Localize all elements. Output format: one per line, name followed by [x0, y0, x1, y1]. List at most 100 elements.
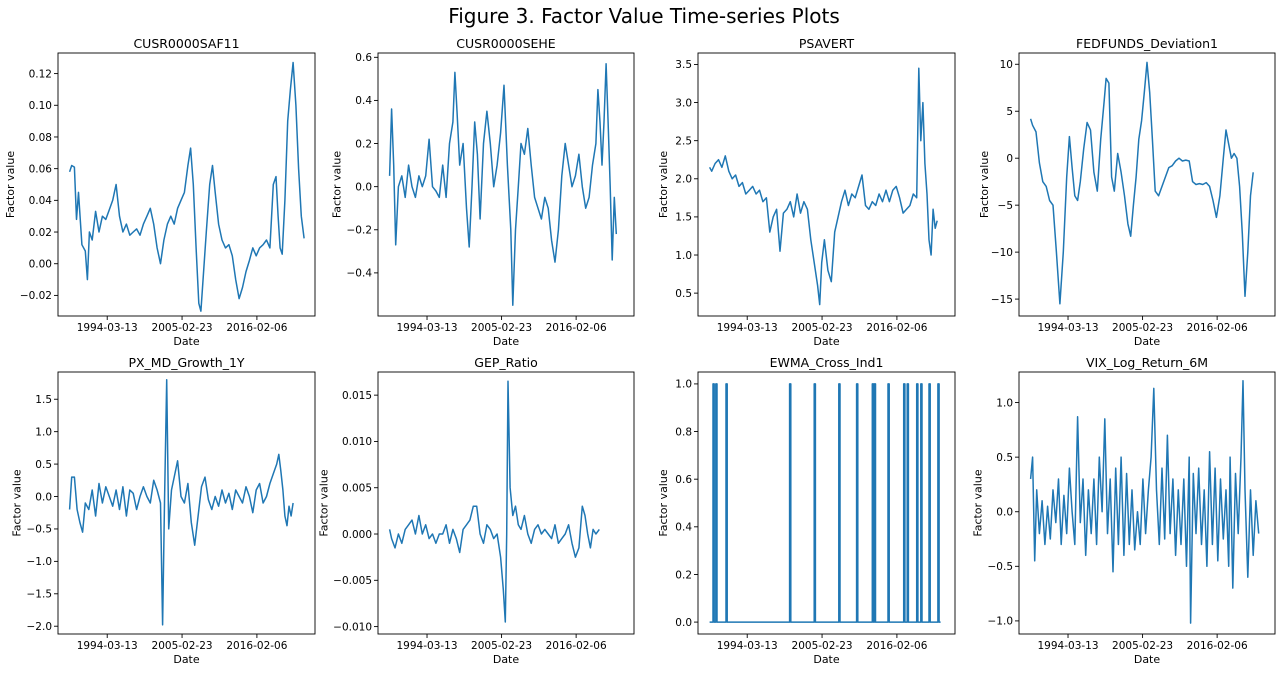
- subplot-5-x-tick-label: 2016-02-06: [226, 640, 287, 652]
- subplot-8-x-tick-label: 2005-02-23: [1112, 640, 1173, 652]
- subplot-3-x-tick-label: 2016-02-06: [866, 322, 927, 334]
- subplot-8-series-line: [1029, 379, 1260, 624]
- subplot-6-y-tick-label: 0.015: [342, 390, 372, 402]
- subplot-2-title: CUSR0000SEHE: [456, 36, 556, 51]
- subplot-6-y-tick-label: 0.000: [342, 529, 372, 541]
- subplot-4-y-tick-label: 5: [1006, 106, 1013, 118]
- subplot-6-y-label: Factor value: [318, 469, 331, 536]
- subplot-4-x-tick-label: 1994-03-13: [1038, 322, 1099, 334]
- subplot-5-y-tick-label: −0.5: [27, 524, 53, 536]
- subplot-2-x-tick-label: 2005-02-23: [471, 322, 532, 334]
- subplot-1-title: CUSR0000SAF11: [133, 36, 239, 51]
- subplot-4-y-tick-label: −10: [991, 247, 1013, 259]
- subplot-5-x-tick-label: 1994-03-13: [77, 640, 138, 652]
- subplot-7-y-tick-label: 1.0: [675, 379, 692, 391]
- subplot-5-axes-frame: [57, 371, 316, 635]
- subplot-4-y-tick-label: −15: [991, 294, 1013, 306]
- subplot-2-y-tick-label: −0.2: [347, 225, 373, 237]
- subplot-6-title: GEP_Ratio: [474, 355, 537, 370]
- subplot-3-x-label: Date: [813, 335, 840, 348]
- subplot-5-y-tick-label: 0.0: [35, 491, 52, 503]
- subplot-5-x-tick-label: 2005-02-23: [152, 640, 213, 652]
- subplot-3-y-tick-label: 3.0: [675, 97, 692, 109]
- subplot-4-x-label: Date: [1134, 335, 1161, 348]
- subplot-5-y-label: Factor value: [10, 469, 23, 536]
- subplot-2-series-line: [388, 63, 618, 306]
- subplot-7-axes-frame: [697, 371, 956, 635]
- subplot-8-y-tick-label: −0.5: [988, 561, 1014, 573]
- subplot-6-y-tick-label: −0.005: [333, 575, 372, 587]
- subplot-2-y-tick-label: 0.6: [355, 52, 372, 64]
- subplot-4-series-line: [1029, 61, 1254, 305]
- subplot-8-x-label: Date: [1134, 653, 1161, 666]
- subplot-6-x-tick-label: 2016-02-06: [546, 640, 607, 652]
- subplot-4: −15 −10 −5 0 5 10 1994-03-13 2005-02-23 2016-02-…: [978, 36, 1276, 348]
- subplot-3-y-tick-label: 1.0: [675, 250, 692, 262]
- subplot-8-y-tick-label: −1.0: [988, 616, 1014, 628]
- subplot-2-y-tick-label: −0.4: [347, 268, 373, 280]
- subplot-1: −0.02 0.00 0.02 0.04 0.06 0.08 0.10 0.12 1994-03…: [4, 36, 316, 348]
- subplot-1-axes-frame: [57, 52, 316, 317]
- subplot-4-x-tick-label: 2005-02-23: [1112, 322, 1173, 334]
- subplot-1-y-tick-label: 0.12: [29, 68, 52, 80]
- subplot-8-y-tick-label: 0.5: [996, 452, 1013, 464]
- subplot-7: 0.0 0.2 0.4 0.6 0.8 1.0 1994-03-13 2005-02-23 20…: [657, 355, 956, 666]
- subplot-2-axes-frame: [377, 52, 635, 317]
- subplot-8-x-tick-label: 2016-02-06: [1187, 640, 1248, 652]
- subplot-2-x-tick-label: 1994-03-13: [397, 322, 458, 334]
- subplot-4-axes-frame: [1018, 52, 1276, 317]
- subplot-2: −0.4 −0.2 0.0 0.2 0.4 0.6 1994-03-13 2005-02-23…: [330, 36, 635, 348]
- subplot-3-axes-frame: [697, 52, 956, 317]
- subplot-8-y-tick-label: 1.0: [996, 397, 1013, 409]
- subplot-6-y-tick-label: 0.010: [342, 436, 372, 448]
- subplot-3-y-tick-label: 0.5: [675, 288, 692, 300]
- subplot-7-y-label: Factor value: [657, 469, 670, 536]
- subplot-4-x-tick-label: 2016-02-06: [1187, 322, 1248, 334]
- subplot-4-y-tick-label: 0: [1006, 153, 1013, 165]
- subplot-8-x-tick-label: 1994-03-13: [1038, 640, 1099, 652]
- subplot-7-title: EWMA_Cross_Ind1: [770, 355, 884, 370]
- subplot-7-x-tick-label: 2016-02-06: [866, 640, 927, 652]
- subplot-7-series-line: [709, 383, 941, 623]
- subplot-3-y-label: Factor value: [657, 151, 670, 218]
- subplot-8-axes-frame: [1018, 371, 1276, 635]
- subplot-4-y-tick-label: −5: [998, 200, 1013, 212]
- subplot-5-y-tick-label: −1.0: [27, 556, 53, 568]
- subplot-7-y-tick-label: 0.8: [675, 426, 692, 438]
- subplot-8: −1.0 −0.5 0.0 0.5 1.0 1994-03-13 2005-02-23 201…: [971, 355, 1276, 666]
- subplot-5-series-line: [68, 379, 294, 626]
- subplot-7-x-tick-label: 2005-02-23: [792, 640, 853, 652]
- subplot-3-y-tick-label: 2.5: [675, 135, 692, 147]
- subplot-2-y-label: Factor value: [330, 151, 343, 218]
- subplot-6-series-line: [388, 380, 600, 623]
- subplot-3: 0.5 1.0 1.5 2.0 2.5 3.0 3.5 1994-03-13 2005-02-2…: [657, 36, 956, 348]
- subplot-1-y-label: Factor value: [4, 151, 17, 218]
- subplot-5-title: PX_MD_Growth_1Y: [128, 355, 244, 370]
- subplot-3-x-tick-label: 1994-03-13: [717, 322, 778, 334]
- subplot-4-y-tick-label: 10: [1000, 59, 1013, 71]
- figure-title: Figure 3. Factor Value Time-series Plots: [448, 4, 840, 28]
- subplot-1-x-tick-label: 1994-03-13: [77, 322, 138, 334]
- subplot-1-y-tick-label: 0.04: [29, 195, 53, 207]
- subplot-2-x-tick-label: 2016-02-06: [546, 322, 607, 334]
- subplot-2-y-tick-label: 0.0: [355, 181, 372, 193]
- subplot-8-y-tick-label: 0.0: [996, 507, 1013, 519]
- subplot-5-y-tick-label: −2.0: [27, 621, 53, 633]
- subplot-3-title: PSAVERT: [799, 36, 855, 51]
- subplot-6-x-tick-label: 1994-03-13: [397, 640, 458, 652]
- subplot-4-title: FEDFUNDS_Deviation1: [1076, 36, 1218, 51]
- subplot-8-title: VIX_Log_Return_6M: [1086, 355, 1208, 370]
- subplot-1-y-tick-label: −0.02: [20, 290, 52, 302]
- subplot-2-y-tick-label: 0.4: [355, 95, 372, 107]
- subplot-7-x-tick-label: 1994-03-13: [717, 640, 778, 652]
- subplot-3-series-line: [708, 67, 938, 306]
- subplot-5-x-label: Date: [173, 653, 200, 666]
- subplot-1-series-line: [68, 61, 305, 312]
- subplot-6-x-tick-label: 2005-02-23: [471, 640, 532, 652]
- subplot-2-x-label: Date: [493, 335, 520, 348]
- subplot-6-y-tick-label: 0.005: [342, 483, 372, 495]
- subplot-7-x-label: Date: [813, 653, 840, 666]
- subplot-1-x-tick-label: 2005-02-23: [152, 322, 213, 334]
- subplot-4-y-label: Factor value: [978, 151, 991, 218]
